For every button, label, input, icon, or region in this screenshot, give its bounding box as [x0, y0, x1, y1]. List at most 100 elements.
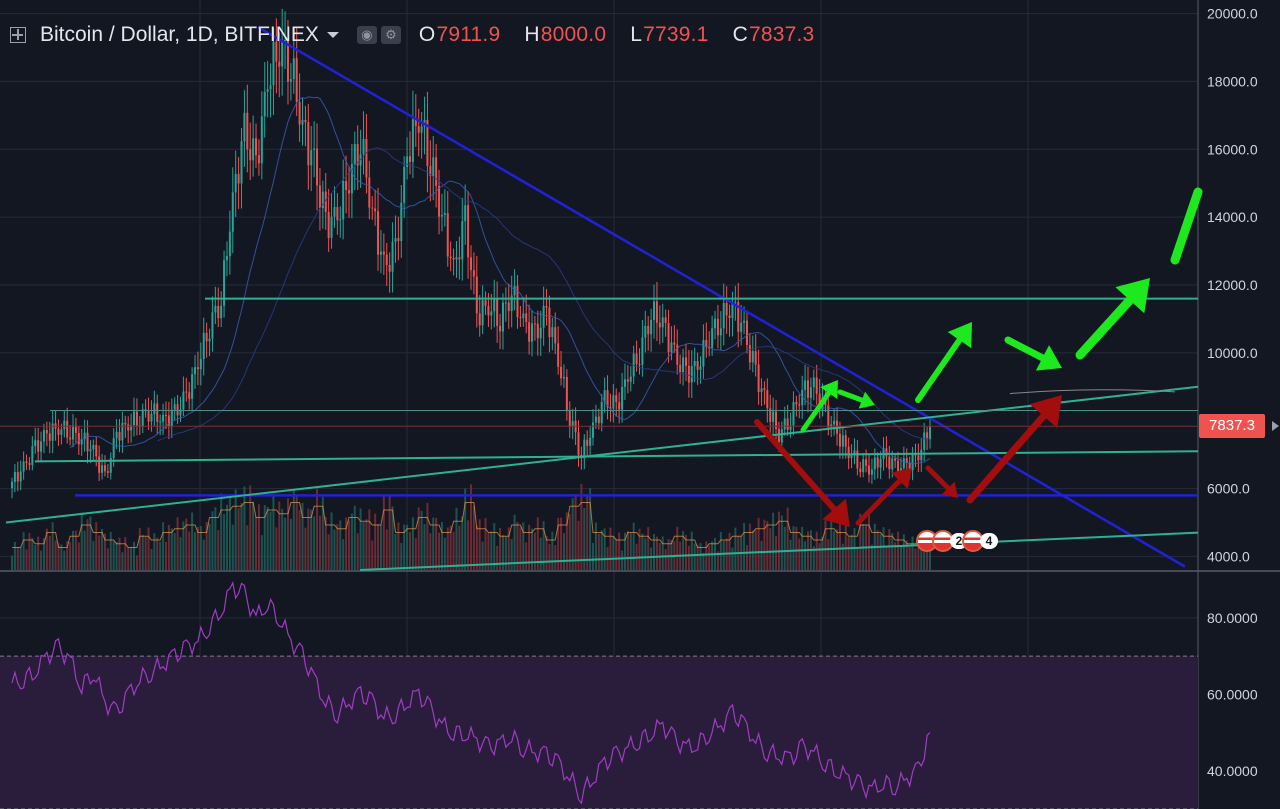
candle-body	[844, 435, 847, 447]
candle-body	[135, 411, 138, 426]
volume-bar	[786, 507, 789, 570]
volume-bar	[266, 506, 269, 570]
volume-bar	[528, 524, 531, 570]
candle-body	[716, 318, 719, 336]
volume-bar	[342, 539, 345, 570]
volume-bar	[812, 546, 815, 570]
candle-body	[612, 395, 615, 409]
rising-support-line	[5, 385, 1199, 524]
candle-body	[696, 360, 699, 370]
close-key: C	[732, 23, 748, 46]
candle-body	[310, 150, 313, 166]
eye-icon[interactable]: ◉	[356, 26, 377, 44]
volume-bar	[499, 527, 502, 570]
candle-body	[775, 411, 778, 429]
volume-bar	[452, 531, 455, 570]
candle-body	[377, 211, 380, 255]
volume-bar	[769, 528, 772, 570]
gear-icon[interactable]: ⚙	[380, 26, 401, 44]
volume-bar	[789, 539, 792, 570]
candle-body	[307, 122, 310, 166]
volume-bar	[743, 523, 746, 570]
candle-body	[833, 420, 836, 425]
event-count-badge[interactable]: 4	[980, 533, 998, 549]
candle-body	[121, 422, 124, 441]
high-value: 8000.0	[540, 23, 607, 46]
chevron-down-icon[interactable]	[326, 32, 339, 38]
volume-bar	[25, 549, 28, 570]
green-arrow	[1170, 187, 1203, 265]
candle-body	[536, 323, 539, 339]
rsi-tick-label: 40.0000	[1207, 763, 1258, 779]
candle-body	[891, 458, 894, 470]
candle-body	[391, 241, 394, 272]
candle-body	[330, 216, 333, 238]
symbol-label[interactable]: Bitcoin / Dollar, 1D, BITFINEX	[40, 23, 319, 46]
rsi-line	[11, 580, 931, 805]
volume-bar	[214, 507, 217, 570]
volume-bar	[77, 542, 80, 570]
candle-body	[11, 481, 13, 489]
volume-bar	[316, 488, 319, 570]
candle-body	[926, 432, 929, 440]
candle-body	[34, 440, 37, 447]
candle-body	[815, 377, 818, 394]
volume-bar	[345, 517, 348, 570]
candle-body	[240, 141, 243, 184]
volume-bar	[577, 520, 580, 570]
volume-bar	[133, 541, 136, 570]
price-tick-label: 18000.0	[1207, 73, 1258, 89]
candle-body	[228, 231, 231, 257]
volume-bar	[618, 532, 621, 570]
candle-body	[371, 207, 374, 209]
candle-body	[83, 432, 86, 440]
axis-caret-icon[interactable]	[1272, 421, 1279, 431]
candle-body	[417, 126, 420, 133]
candle-body	[40, 441, 43, 452]
candle-body	[705, 340, 708, 348]
volume-bar	[327, 534, 330, 570]
volume-bar	[513, 514, 516, 570]
volume-bar	[850, 534, 853, 570]
volume-bar	[504, 536, 507, 570]
volume-bar	[844, 522, 847, 570]
candle-body	[533, 323, 536, 325]
candle-body	[25, 461, 28, 463]
volume-bar	[501, 535, 504, 570]
candle-body	[388, 264, 391, 272]
close-value: 7837.3	[749, 23, 815, 46]
candle-body	[37, 440, 40, 452]
candle-body	[725, 302, 728, 316]
candle-body	[806, 380, 809, 398]
candle-body	[501, 302, 504, 332]
volume-bar	[217, 530, 220, 570]
candle-body	[182, 391, 185, 410]
volume-bar	[574, 494, 577, 570]
volume-bar	[353, 505, 356, 570]
candle-body	[923, 432, 926, 450]
candle-body	[478, 313, 481, 326]
volume-bar	[22, 532, 25, 570]
open-key: O	[418, 23, 436, 46]
volume-bar	[449, 525, 452, 570]
candle-body	[902, 458, 905, 469]
candle-body	[106, 471, 109, 473]
volume-bar	[257, 504, 260, 570]
volume-bar	[74, 530, 77, 570]
candle-body	[635, 353, 638, 365]
candle-body	[658, 322, 661, 328]
expand-icon[interactable]	[10, 27, 26, 43]
volume-bar	[562, 533, 565, 570]
candle-body	[470, 257, 472, 271]
green-arrow	[800, 390, 832, 433]
candle-body	[368, 177, 371, 208]
candle-body	[313, 148, 316, 151]
volume-bar	[167, 524, 170, 570]
candle-body	[737, 302, 740, 332]
candle-body	[786, 418, 789, 430]
candle-body	[763, 388, 766, 391]
candle-body	[554, 327, 557, 344]
economic-events[interactable]: 2 4	[916, 530, 998, 552]
volume-bar	[833, 531, 836, 570]
